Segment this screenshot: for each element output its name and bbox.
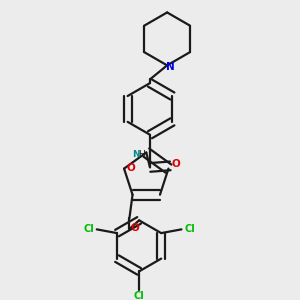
Text: Cl: Cl [134,291,145,300]
Text: Cl: Cl [83,224,94,234]
Text: N: N [133,150,140,159]
Text: O: O [172,159,180,169]
Text: Cl: Cl [184,224,195,234]
Text: N: N [167,62,175,72]
Text: H: H [138,150,145,159]
Text: O: O [130,223,139,233]
Text: O: O [127,163,135,173]
